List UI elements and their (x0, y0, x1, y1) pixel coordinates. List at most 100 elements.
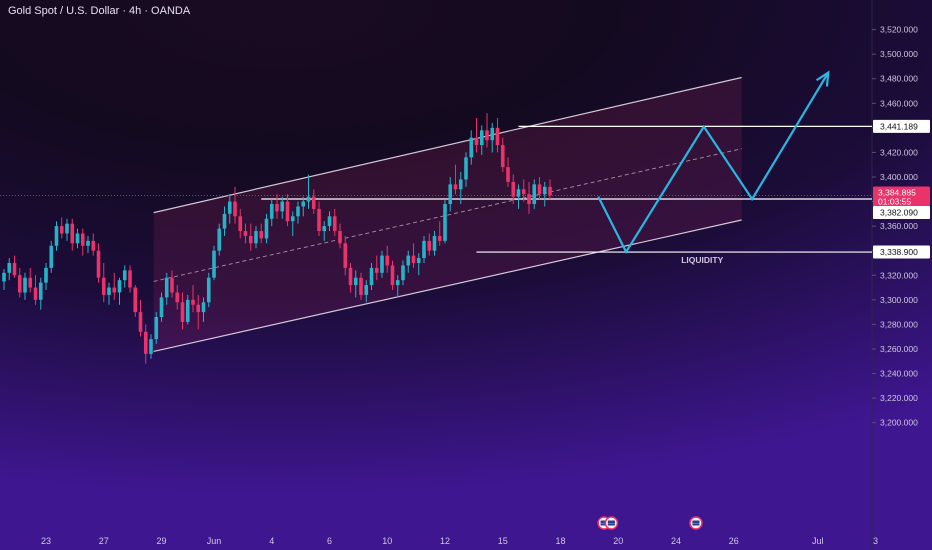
candle-body (238, 216, 243, 232)
candle-body (311, 196, 316, 209)
candle-body (327, 216, 332, 227)
price-tick-label: 3,300.000 (880, 295, 918, 305)
level-price-tag (873, 245, 930, 259)
candle-body (542, 186, 547, 195)
time-tick-label: 27 (99, 536, 109, 546)
candle-body (448, 184, 453, 205)
candle-body (317, 208, 321, 232)
projection-arrowhead (815, 70, 830, 87)
level-price-label: 3,338.900 (880, 247, 918, 257)
price-tick-label: 3,500.000 (880, 49, 918, 59)
candle-body (280, 201, 285, 212)
channel-lower-line[interactable] (153, 219, 742, 353)
candle-body (516, 189, 521, 197)
time-tick-label: Jun (207, 536, 222, 546)
candle-body (495, 127, 500, 146)
candle-body (301, 201, 306, 207)
current-price-tag (873, 186, 930, 207)
candle-body (227, 201, 232, 214)
candle-body (28, 277, 33, 288)
candle-body (65, 223, 69, 234)
time-tick-label: 6 (327, 536, 332, 546)
candle-body (285, 201, 290, 222)
candle-body (33, 287, 38, 300)
candle-body (243, 231, 248, 236)
price-tick-label: 3,400.000 (880, 172, 918, 182)
candle-body (12, 262, 17, 276)
level-price-label: 3,441.189 (880, 121, 918, 131)
candle-body (332, 216, 337, 232)
candle-body (338, 231, 342, 244)
time-tick-label: 26 (729, 536, 739, 546)
candle-body (222, 213, 227, 229)
candle-body (343, 243, 348, 268)
candle-body (296, 206, 300, 217)
candle-body (416, 258, 421, 263)
candle-body (154, 317, 159, 340)
candle-body (70, 223, 75, 244)
candle-body (175, 292, 180, 303)
channel-upper-line[interactable] (153, 76, 742, 214)
candle-body (527, 194, 531, 205)
time-tick-label: 18 (555, 536, 565, 546)
candle-body (101, 277, 106, 295)
level-price-label: 3,382.090 (880, 208, 918, 218)
candle-body (390, 265, 395, 286)
candle-body (96, 250, 101, 278)
candle-body (521, 189, 526, 195)
candle-body (86, 240, 90, 246)
candle-body (217, 228, 222, 251)
candle-body (59, 226, 64, 234)
candle-body (437, 235, 442, 241)
channel-midline[interactable] (153, 148, 742, 282)
candle-body (112, 287, 117, 293)
candle-body (401, 265, 405, 281)
event-flag-icon[interactable] (604, 516, 619, 530)
candle-body (490, 127, 495, 141)
time-tick-label: 23 (41, 536, 51, 546)
ascending-channel[interactable] (153, 76, 742, 353)
candle-body (138, 312, 143, 332)
candle-body (380, 255, 384, 273)
projection-path[interactable] (597, 70, 830, 255)
candle-body (2, 272, 6, 282)
time-tick-label: 12 (440, 536, 450, 546)
candle-body (143, 331, 148, 354)
candle-body (548, 186, 552, 196)
candle-body (170, 277, 174, 293)
candle-body (122, 270, 127, 281)
candle-body (44, 267, 48, 283)
candle-body (474, 137, 479, 146)
event-flag-icon[interactable] (689, 516, 703, 530)
candle-body (159, 297, 164, 318)
bar-countdown: 01:03:55 (878, 197, 911, 207)
candle-body (422, 240, 426, 259)
price-tick-label: 3,460.000 (880, 98, 918, 108)
price-tick-label: 3,240.000 (880, 369, 918, 379)
candle-body (91, 240, 96, 251)
candle-body (80, 233, 85, 246)
candlestick-series (2, 113, 552, 364)
candle-body (359, 277, 363, 295)
price-axis[interactable]: 3,200.000 3,220.000 3,240.000 3,260.000 3,28… (872, 25, 918, 428)
candle-body (128, 270, 132, 288)
liquidity-label: LIQUIDITY (681, 255, 723, 265)
horizontal-levels[interactable] (0, 125, 872, 253)
price-tick-label: 3,200.000 (880, 418, 918, 428)
projection-line[interactable] (597, 72, 830, 255)
candle-body (537, 184, 542, 195)
candle-body (38, 282, 43, 300)
candle-body (364, 285, 369, 295)
time-tick-label: 20 (613, 536, 623, 546)
candle-body (196, 304, 201, 313)
time-axis[interactable]: 23 27 29 Jun 4 6 10 12 15 18 20 24 26 Jul 3 (41, 536, 878, 546)
candle-body (201, 302, 206, 313)
candle-body (7, 262, 12, 273)
price-tick-label: 3,220.000 (880, 393, 918, 403)
candle-body (532, 184, 537, 205)
candle-body (248, 235, 253, 244)
candle-body (49, 245, 54, 268)
candle-body (453, 184, 458, 190)
